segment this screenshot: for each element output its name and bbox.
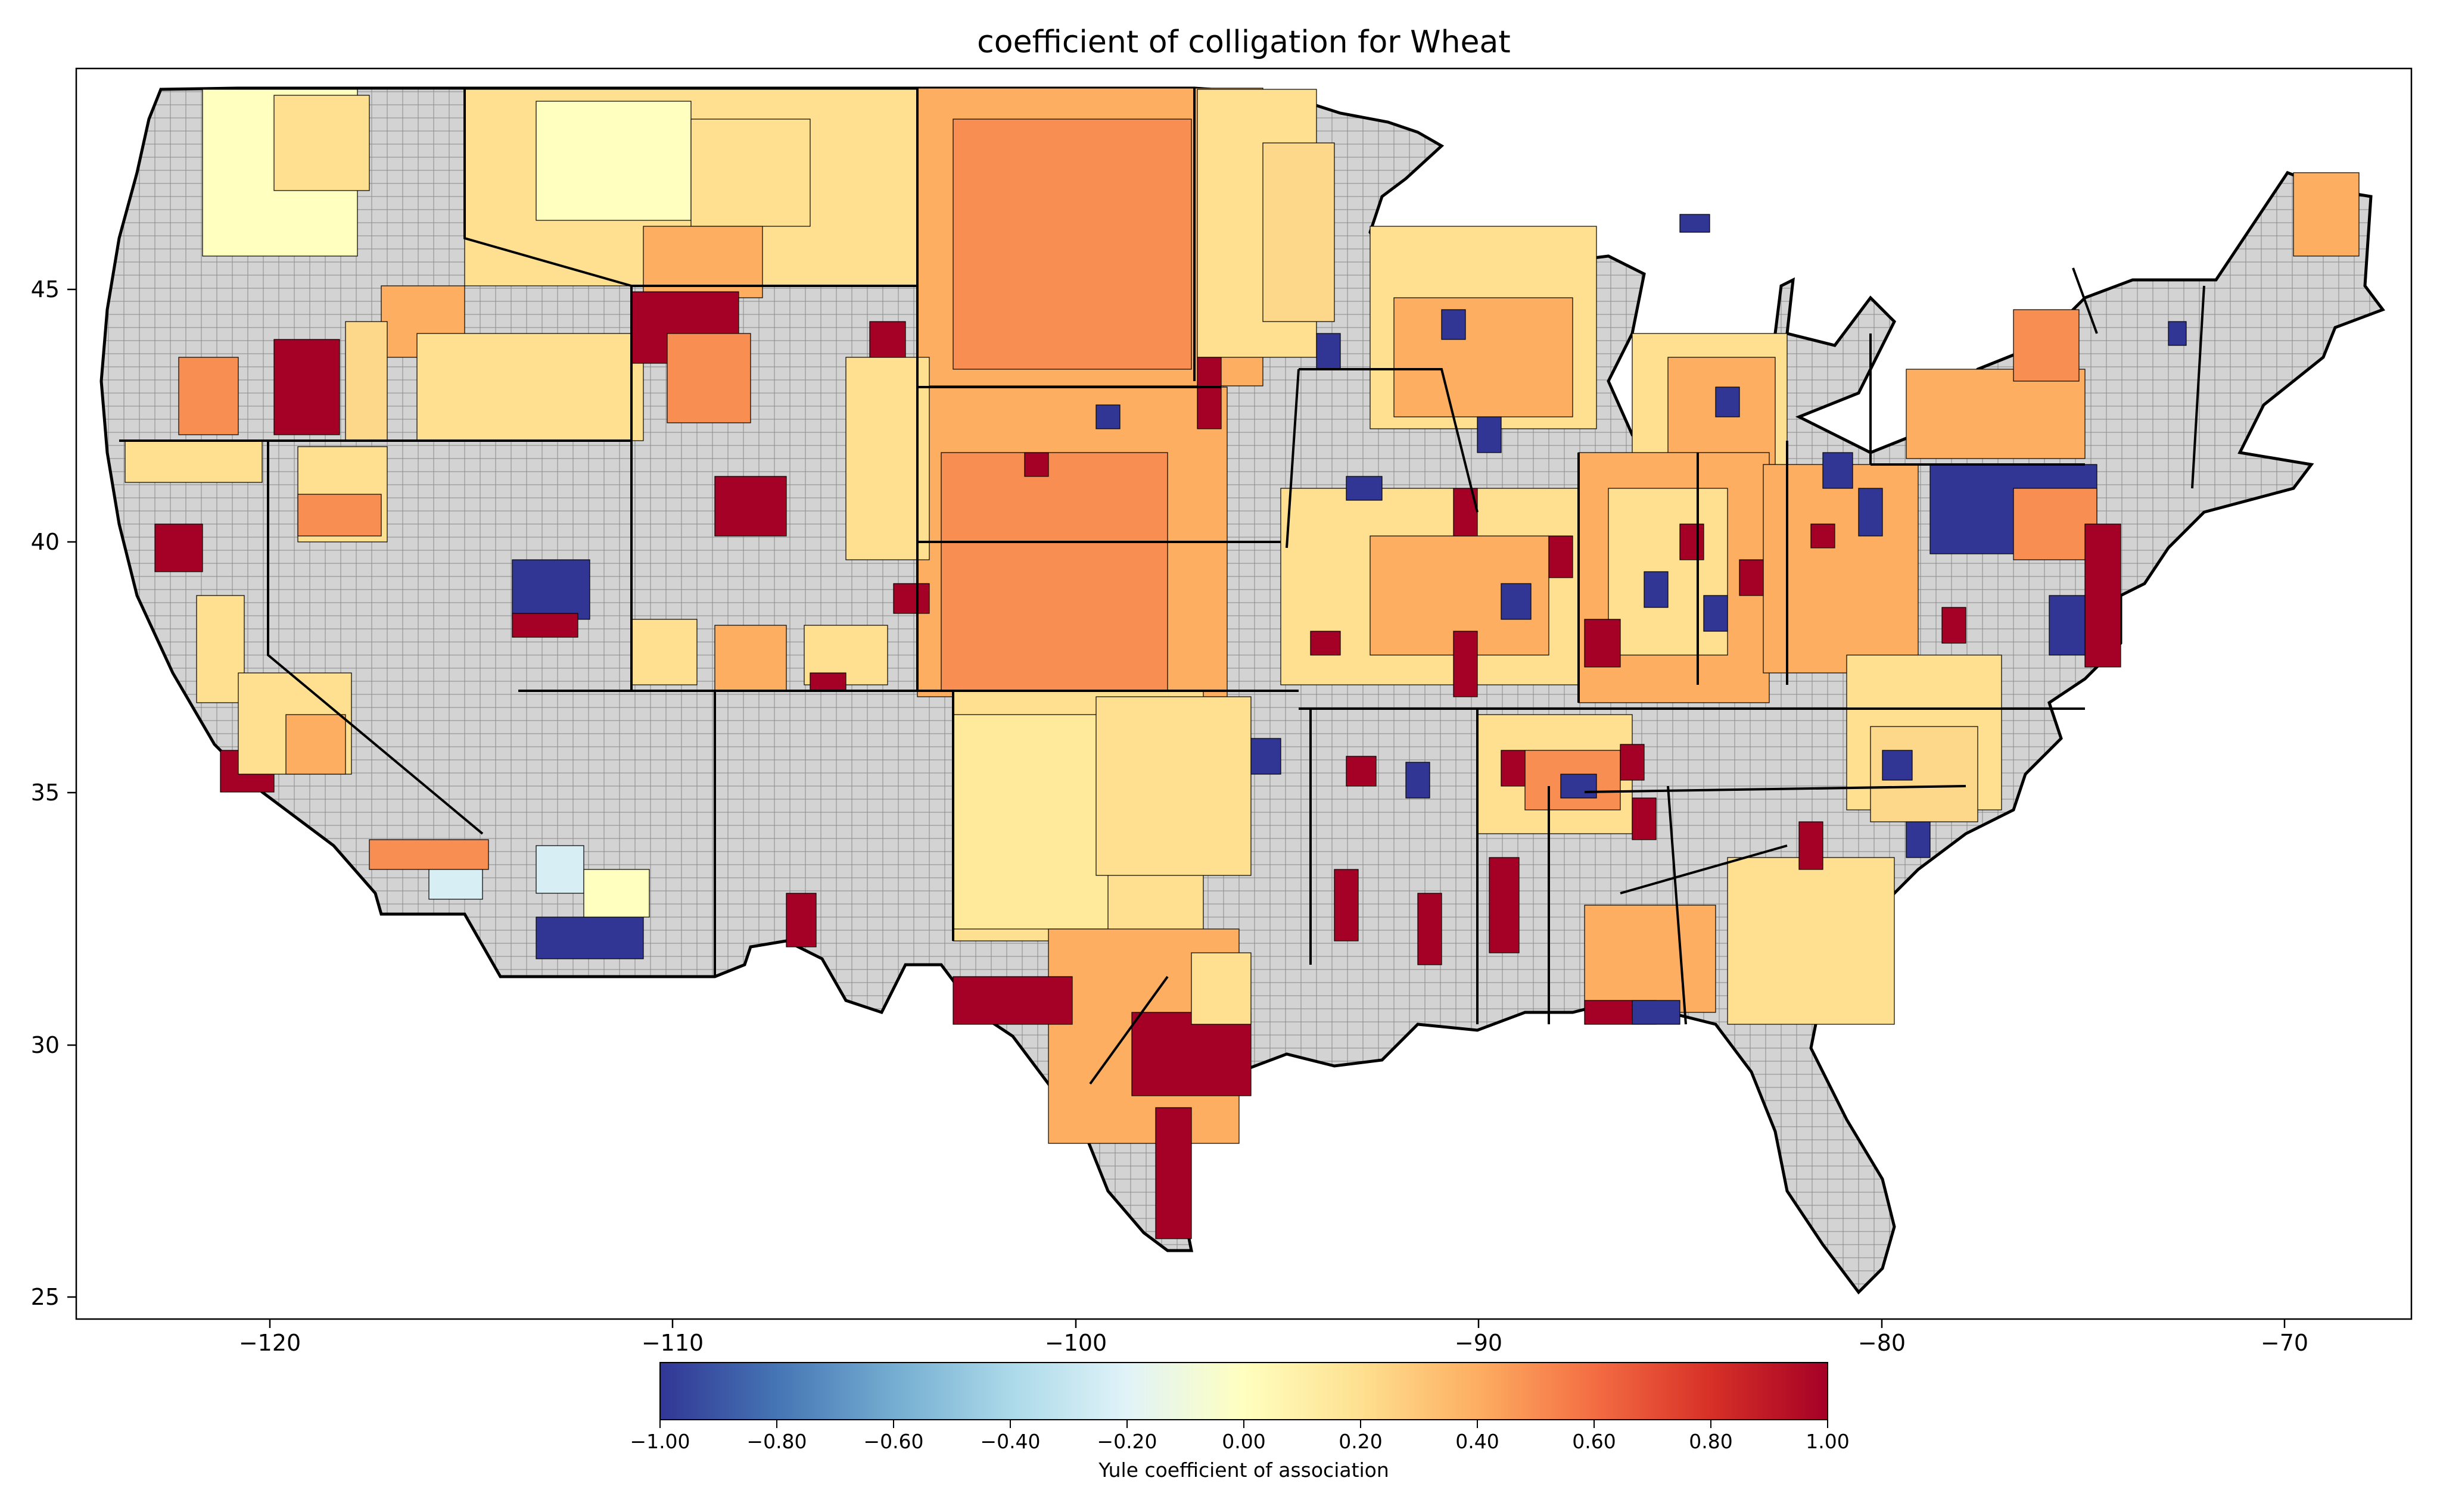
cb-tick-label: −1.00: [630, 1430, 690, 1453]
cb-tick-label: −0.60: [863, 1430, 923, 1453]
y-tick: 45: [31, 276, 76, 303]
cb-tick: −0.20: [1097, 1420, 1157, 1453]
x-tick-label: −100: [1045, 1330, 1107, 1356]
colorbar-ticks: −1.00 −0.80 −0.60 −0.40 −0.20 0.00 0.20 …: [630, 1420, 1850, 1453]
x-tick: −70: [2261, 1319, 2308, 1356]
cb-tick: 0.60: [1572, 1420, 1616, 1453]
x-tick-label: −80: [1858, 1330, 1906, 1356]
colorbar: −1.00 −0.80 −0.60 −0.40 −0.20 0.00 0.20 …: [630, 1362, 1850, 1482]
map-title: coefficient of colligation for Wheat: [977, 24, 1511, 60]
cb-tick: 0.40: [1455, 1420, 1499, 1453]
cb-tick-label: −0.40: [980, 1430, 1040, 1453]
scattered-extremes: [810, 214, 2187, 1025]
x-tick-label: −90: [1455, 1330, 1502, 1356]
cb-tick-label: 0.20: [1339, 1430, 1382, 1453]
y-tick-label: 40: [31, 529, 60, 555]
cb-tick-label: −0.80: [746, 1430, 807, 1453]
colorbar-gradient: [659, 1362, 1828, 1420]
x-tick-label: −110: [642, 1330, 704, 1356]
state-borders: [119, 88, 2205, 1085]
cb-tick: 0.00: [1222, 1420, 1266, 1453]
x-tick: −100: [1045, 1319, 1107, 1356]
y-tick-label: 30: [31, 1032, 60, 1058]
x-tick: −80: [1858, 1319, 1906, 1356]
y-tick-label: 45: [31, 276, 60, 303]
y-tick: 25: [31, 1284, 76, 1310]
cb-tick: −0.60: [863, 1420, 924, 1453]
y-tick: 30: [31, 1032, 76, 1058]
x-tick-label: −70: [2261, 1330, 2308, 1356]
cb-tick: −1.00: [630, 1420, 690, 1453]
x-tick: −90: [1455, 1319, 1502, 1356]
y-tick-label: 35: [31, 780, 60, 806]
colorbar-label: Yule coefficient of association: [1098, 1458, 1389, 1482]
cb-tick: −0.80: [746, 1420, 807, 1453]
cb-tick-label: 0.40: [1455, 1430, 1499, 1453]
x-axis: −120 −110 −100 −90 −80 −70: [239, 1319, 2308, 1356]
map-area: [99, 86, 2386, 1295]
cb-tick: 1.00: [1806, 1420, 1850, 1453]
y-axis: 45 40 35 30 25: [31, 276, 76, 1310]
cb-tick-label: 1.00: [1806, 1430, 1849, 1453]
cb-tick: 0.80: [1689, 1420, 1733, 1453]
cb-tick-label: 0.60: [1572, 1430, 1616, 1453]
county-values: [125, 88, 2360, 1239]
x-tick-label: −120: [239, 1330, 301, 1356]
y-tick: 35: [31, 780, 76, 806]
cb-tick-label: 0.00: [1222, 1430, 1265, 1453]
cb-tick-label: 0.80: [1689, 1430, 1732, 1453]
x-tick: −110: [642, 1319, 704, 1356]
cb-tick-label: −0.20: [1097, 1430, 1157, 1453]
y-tick: 40: [31, 529, 76, 555]
cb-tick: 0.20: [1339, 1420, 1383, 1453]
cb-tick: −0.40: [980, 1420, 1041, 1453]
y-tick-label: 25: [31, 1284, 60, 1310]
x-tick: −120: [239, 1319, 301, 1356]
